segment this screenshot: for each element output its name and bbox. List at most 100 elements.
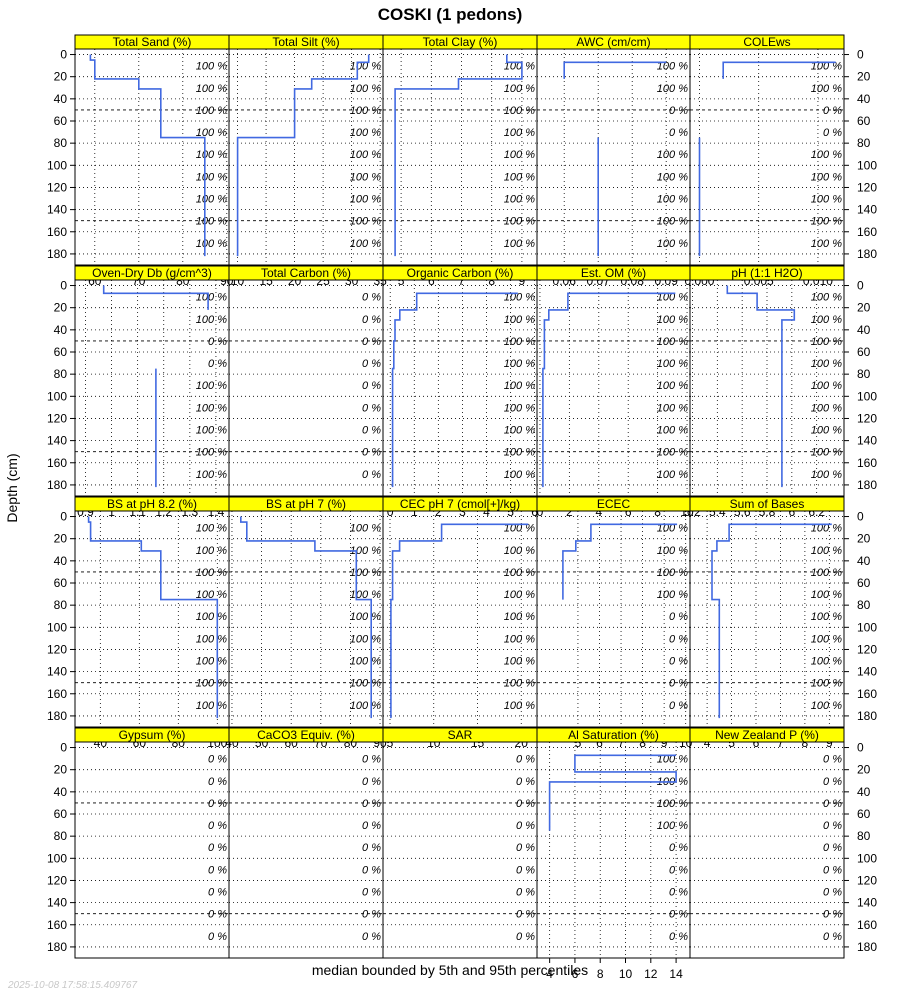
panel-border [228,279,384,497]
percent-label: 100 % [350,149,381,161]
y-tick-label-right: 160 [857,687,877,701]
y-tick-label-left: 160 [47,687,67,701]
panel-strip-label: Organic Carbon (%) [407,266,514,280]
percent-label: 0 % [516,864,535,876]
x-tick-label: 4 [704,736,711,750]
percent-label: 0 % [823,909,842,921]
percent-label: 100 % [196,425,227,437]
percent-label: 100 % [196,61,227,73]
percent-label: 100 % [196,105,227,117]
x-tick-label: 3 [459,505,466,519]
percent-label: 100 % [657,336,688,348]
percent-label: 100 % [657,567,688,579]
y-tick-label-left: 80 [54,367,68,381]
panel-strip-label: New Zealand P (%) [715,728,819,742]
percent-label: 0 % [669,842,688,854]
median-line [390,523,529,719]
percent-label: 100 % [811,589,842,601]
percent-label: 100 % [657,380,688,392]
median-line [89,54,206,257]
y-tick-label-right: 120 [857,642,877,656]
median-line [391,292,518,488]
y-tick-label-left: 120 [47,873,67,887]
x-tick-label: 6 [572,967,579,981]
x-tick-label: 8 [802,736,809,750]
percent-label: 0 % [362,754,381,766]
percent-label: 100 % [504,358,535,370]
x-tick-label: 7 [777,736,784,750]
percent-label: 100 % [504,523,535,535]
percent-label: 100 % [657,61,688,73]
x-tick-label: 5 [507,505,514,519]
y-tick-label-right: 140 [857,203,877,217]
panel-strip-label: BS at pH 7 (%) [266,497,346,511]
y-tick-label-right: 100 [857,851,877,865]
percent-label: 100 % [657,216,688,228]
percent-label: 0 % [516,754,535,766]
x-tick-label: 6 [788,505,795,519]
percent-label: 100 % [350,545,381,557]
percent-label: 100 % [504,425,535,437]
percent-label: 100 % [811,194,842,206]
x-tick-label: 9 [826,736,833,750]
percent-label: 100 % [811,61,842,73]
percent-label: 100 % [350,171,381,183]
percent-label: 100 % [811,402,842,414]
percent-label: 0 % [669,931,688,943]
y-tick-label-left: 120 [47,180,67,194]
percent-label: 100 % [811,469,842,481]
y-tick-label-right: 0 [857,48,864,62]
percent-label: 0 % [669,656,688,668]
percent-label: 100 % [811,633,842,645]
y-tick-label-right: 20 [857,763,871,777]
panel-border [536,741,691,959]
percent-label: 0 % [669,678,688,690]
percent-label: 100 % [196,700,227,712]
percent-label: 100 % [504,314,535,326]
percent-label: 100 % [657,314,688,326]
percent-label: 100 % [196,127,227,139]
y-tick-label-left: 160 [47,918,67,932]
percent-label: 100 % [196,589,227,601]
x-tick-label: 5 [728,736,735,750]
y-tick-label-left: 60 [54,114,68,128]
percent-label: 100 % [504,216,535,228]
percent-label: 0 % [823,887,842,899]
percent-label: 100 % [657,358,688,370]
percent-label: 100 % [504,545,535,557]
y-tick-label-left: 180 [47,940,67,954]
x-tick-label: 5 [387,736,394,750]
percent-label: 0 % [208,864,227,876]
x-tick-label: 10 [619,967,633,981]
percent-label: 100 % [657,523,688,535]
x-tick-label: 8 [654,505,661,519]
y-tick-label-right: 180 [857,247,877,261]
percent-label: 100 % [196,633,227,645]
y-tick-label-left: 180 [47,709,67,723]
percent-label: 100 % [196,238,227,250]
y-tick-label-left: 0 [60,510,67,524]
y-tick-label-left: 140 [47,665,67,679]
percent-label: 0 % [823,864,842,876]
y-tick-label-right: 40 [857,554,871,568]
y-tick-label-right: 180 [857,709,877,723]
panel-strip-label: BS at pH 8.2 (%) [107,497,197,511]
x-tick-label: 6 [625,505,632,519]
panel-strip-label: Gypsum (%) [119,728,186,742]
y-tick-label-right: 140 [857,665,877,679]
y-tick-label-left: 80 [54,829,68,843]
y-tick-label-left: 100 [47,620,67,634]
y-tick-label-left: 40 [54,92,68,106]
y-tick-label-right: 100 [857,158,877,172]
percent-label: 100 % [504,194,535,206]
percent-label: 100 % [196,469,227,481]
percent-label: 100 % [504,105,535,117]
y-tick-label-right: 120 [857,180,877,194]
percent-label: 100 % [811,171,842,183]
y-tick-label-right: 120 [857,411,877,425]
panel-border [74,741,230,959]
y-tick-label-left: 20 [54,532,68,546]
percent-label: 100 % [196,292,227,304]
x-tick-label: 14 [669,967,683,981]
x-tick-label: 0 [537,505,544,519]
